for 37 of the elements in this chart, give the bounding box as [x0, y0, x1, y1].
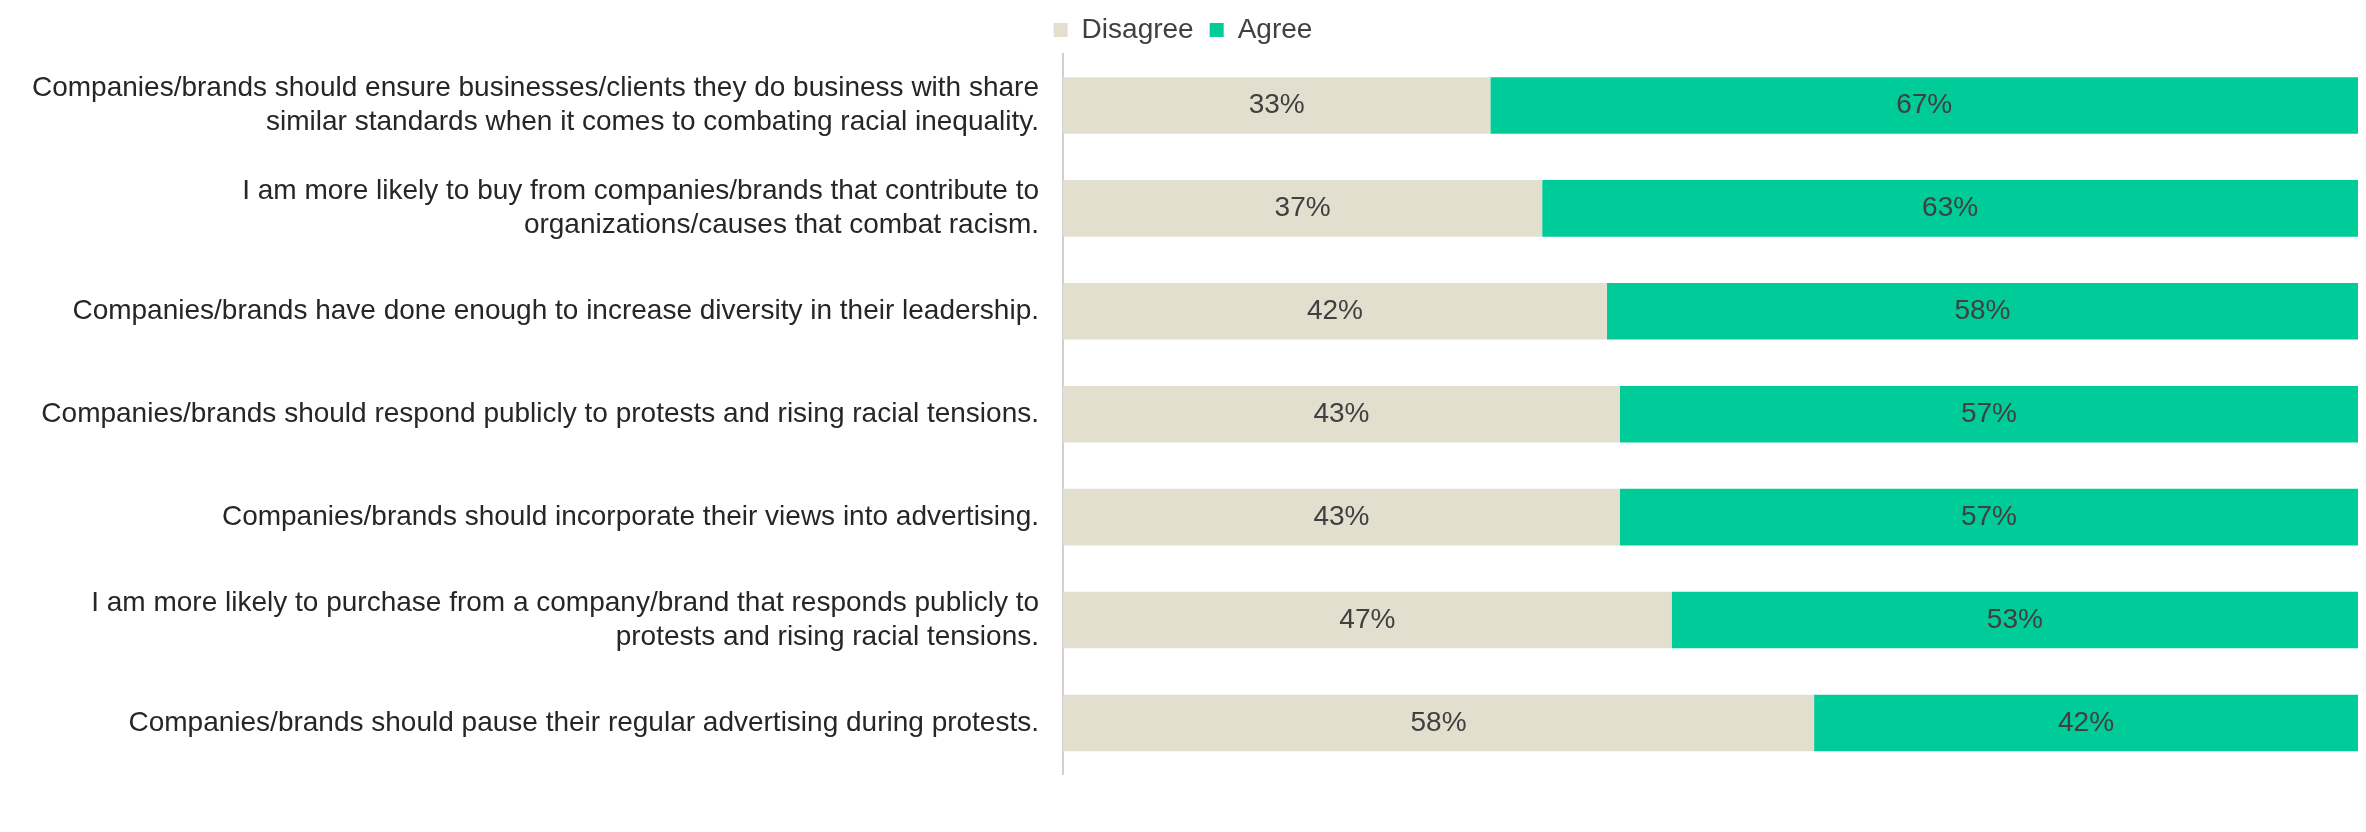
- data-label: 37%: [1274, 191, 1331, 223]
- bar: [1063, 180, 1543, 237]
- data-label: 58%: [1954, 294, 2011, 325]
- y-tick-label: Companies/brands should incorporate their views into advertising.: [221, 499, 1040, 531]
- y-tick-label: Companies/brands should ensure businesses/clients they do business with share similar standards when it comes to combating racial inequality.: [32, 71, 1040, 136]
- data-label: 42%: [1306, 294, 1363, 325]
- y-tick-label: Companies/brands should pause their regular advertising during protests.: [128, 705, 1040, 737]
- data-label: 63%: [1922, 191, 1979, 223]
- bar: [1063, 385, 1620, 443]
- bar: [1063, 77, 1491, 134]
- data-label: 47%: [1339, 602, 1396, 634]
- data-label: 58%: [1410, 705, 1467, 737]
- y-tick-label: Companies/brands have done enough to increase diversity in their leadership.: [72, 294, 1040, 325]
- data-label: 33%: [1248, 88, 1305, 120]
- legend-label: Disagree: [1081, 12, 1194, 44]
- data-label: 43%: [1313, 499, 1370, 531]
- y-tick-label: Companies/brands should respond publicly to protests and rising racial tensions.: [41, 396, 1040, 428]
- data-label: 53%: [1986, 602, 2043, 634]
- bar: [1063, 488, 1620, 546]
- y-tick-label: I am more likely to purchase from a company/brand that responds publicly to protests and rising racial tensions.: [91, 585, 1040, 651]
- bar: [1606, 282, 2358, 340]
- bar: [1063, 282, 1607, 340]
- bar: [1671, 591, 2358, 649]
- data-label: 57%: [1960, 396, 2017, 428]
- bar: [1063, 591, 1672, 649]
- y-tick-label: I am more likely to buy from companies/brands that contribute to organizations/causes that combat racism.: [242, 174, 1040, 239]
- data-label: 42%: [2058, 705, 2115, 737]
- bar: [1619, 385, 2358, 443]
- bar: [1063, 694, 1815, 752]
- bar: [1814, 694, 2358, 752]
- data-label: 57%: [1960, 499, 2017, 531]
- legend-label: Agree: [1237, 12, 1313, 44]
- bar: [1619, 488, 2358, 546]
- bar: [1542, 180, 2358, 237]
- data-label: 43%: [1313, 396, 1370, 428]
- data-label: 67%: [1896, 88, 1953, 120]
- bar: [1490, 77, 2358, 134]
